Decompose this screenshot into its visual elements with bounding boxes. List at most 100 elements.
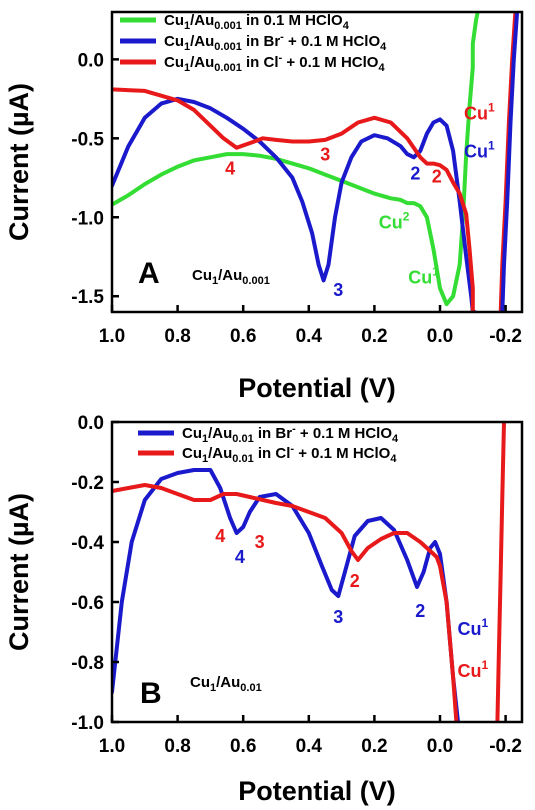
- annotation-text: Cu: [408, 268, 432, 288]
- x-tick-label: 0.4: [296, 326, 323, 347]
- legend-sub: 4: [380, 41, 387, 53]
- series-line-a-0: [112, 12, 480, 307]
- peak-annotation: 4: [225, 159, 235, 179]
- peak-annotation: Cu1: [464, 138, 495, 161]
- series-line-a-4: [500, 12, 520, 312]
- sample-label-b-main: Cu: [190, 674, 210, 691]
- peak-annotation: 4: [215, 526, 225, 546]
- legend-sup: -: [279, 52, 283, 64]
- annotation-text: Cu: [464, 141, 488, 161]
- sample-label-b: Cu1/Au0.01: [190, 674, 262, 694]
- peak-annotation: 3: [333, 607, 343, 627]
- annotation-text: 4: [225, 159, 235, 179]
- y-tick-label: -1.5: [71, 287, 104, 308]
- annotation-text: 2: [415, 601, 425, 621]
- legend-sub: 4: [390, 453, 397, 465]
- legend-sub: 1: [184, 41, 190, 53]
- annotation-text: 2: [410, 163, 420, 183]
- annotation-sup: 1: [432, 265, 439, 279]
- series-line-b-2: [495, 422, 506, 722]
- peak-annotation: 2: [410, 163, 420, 183]
- annotation-text: 2: [350, 571, 360, 591]
- ticks-b: 1.0 0.8 0.6 0.4 0.2 0.0 -0.20.0-0.2-0.4-0.6-0.…: [71, 413, 522, 757]
- x-tick-label: 0.4: [296, 736, 323, 757]
- annotation-sup: 2: [403, 209, 410, 223]
- legend-text: /Au: [208, 445, 232, 462]
- legend-sup: -: [290, 443, 294, 455]
- series-line-b-1: [112, 483, 459, 722]
- annotation-text: Cu: [457, 661, 481, 681]
- annotation-text: 4: [235, 547, 245, 567]
- sample-label-b-sub2: 0.01: [240, 682, 261, 694]
- x-tick-label: 0.2: [361, 326, 387, 347]
- legend-label: Cu1/Au0.001 in Br- + 0.1 M HClO4: [164, 31, 387, 53]
- y-axis-label-a: Current (µA): [4, 83, 34, 241]
- y-tick-label: -0.8: [71, 653, 104, 674]
- series-line-a-1: [112, 96, 477, 312]
- legend-sub: 1: [202, 453, 208, 465]
- peak-annotation: 3: [320, 144, 330, 164]
- peak-annotation: Cu1: [457, 658, 488, 681]
- sample-label-a: Cu1/Au0.001: [192, 267, 270, 287]
- annotation-text: Cu: [457, 619, 481, 639]
- annotation-sup: 1: [488, 138, 495, 152]
- legend-sub: 1: [184, 62, 190, 74]
- peak-annotation: 2: [350, 571, 360, 591]
- x-axis-label-a: Potential (V): [238, 373, 396, 403]
- legend-text: Cu: [182, 425, 202, 442]
- y-tick-label: -1.0: [71, 208, 104, 229]
- annotation-sup: 1: [481, 616, 488, 630]
- sample-label-a-main: Cu: [192, 267, 212, 284]
- legend-b: Cu1/Au0.01 in Br- + 0.1 M HClO4Cu1/Au0.0…: [138, 423, 399, 465]
- legend-text: in 0.1 M HClO: [242, 12, 343, 29]
- x-tick-label: 0.2: [361, 736, 387, 757]
- annotation-text: 4: [215, 526, 225, 546]
- legend-sub: 1: [184, 20, 190, 32]
- plot-area-b: [112, 422, 506, 722]
- legend-text: + 0.1 M HClO: [296, 425, 393, 442]
- legend-sub: 0.01: [232, 453, 253, 465]
- y-axis-label-b: Current (µA): [4, 493, 34, 651]
- legend-sup: -: [280, 31, 284, 43]
- y-tick-label: 0.0: [78, 413, 104, 434]
- legend-sub: 1: [202, 433, 208, 445]
- annotation-text: Cu: [379, 212, 403, 232]
- peak-annotation: 3: [333, 280, 343, 300]
- legend-text: /Au: [190, 33, 214, 50]
- annotation-text: 3: [333, 607, 343, 627]
- peak-annotation: 4: [235, 547, 245, 567]
- legend-text: in Cl: [242, 54, 279, 71]
- x-tick-label: 0.0: [427, 326, 453, 347]
- legend-text: + 0.1 M HClO: [282, 54, 379, 71]
- legend-text: in Cl: [254, 445, 291, 462]
- annotation-sup: 1: [481, 658, 488, 672]
- x-axis-label-b: Potential (V): [238, 776, 396, 806]
- annotation-text: 3: [320, 144, 330, 164]
- sample-label-a-sub2: 0.001: [242, 275, 270, 287]
- x-tick-label: 0.8: [164, 736, 190, 757]
- legend-text: + 0.1 M HClO: [284, 33, 381, 50]
- legend-sub: 4: [343, 20, 350, 32]
- legend-label: Cu1/Au0.001 in Cl- + 0.1 M HClO4: [164, 52, 385, 74]
- y-tick-label: 0.0: [78, 50, 104, 71]
- panel-b: 1.0 0.8 0.6 0.4 0.2 0.0 -0.20.0-0.2-0.4-0.6-0.…: [4, 413, 524, 806]
- y-tick-label: -0.2: [71, 473, 104, 494]
- ticks-a: 1.0 0.8 0.6 0.4 0.2 0.0 -0.2 0.0 -0.5 -1.0 -1.5: [71, 50, 522, 347]
- plot-area-a: [112, 12, 520, 312]
- x-tick-label: -0.2: [489, 326, 522, 347]
- legend-text: Cu: [182, 445, 202, 462]
- legend-sub: 0.01: [232, 433, 253, 445]
- legend-text: in Br: [242, 33, 280, 50]
- y-tick-label: -0.6: [71, 593, 104, 614]
- peak-annotation: Cu1: [408, 265, 439, 288]
- legend-text: /Au: [190, 54, 214, 71]
- peak-annotation: 2: [415, 601, 425, 621]
- series-line-a-2: [112, 87, 475, 312]
- x-tick-label: 0.6: [230, 736, 256, 757]
- peak-annotation: Cu1: [457, 616, 488, 639]
- peak-annotation: Cu1: [464, 100, 495, 123]
- legend-label: Cu1/Au0.001 in 0.1 M HClO4: [164, 12, 350, 32]
- peak-annotation: 2: [432, 167, 442, 187]
